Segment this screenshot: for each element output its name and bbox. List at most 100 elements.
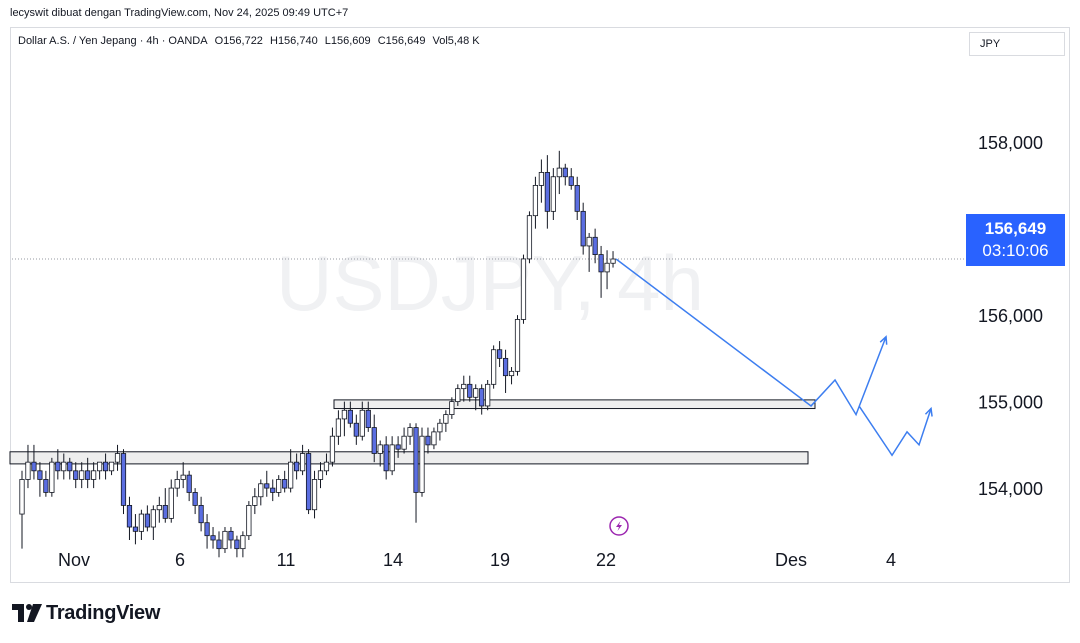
candle xyxy=(31,444,37,480)
time-tick-label: 11 xyxy=(277,550,296,570)
bar-countdown: 03:10:06 xyxy=(982,241,1049,260)
candle xyxy=(198,496,204,532)
candle xyxy=(85,457,91,489)
lightning-event-icon[interactable] xyxy=(609,516,629,536)
projection-arrows xyxy=(615,258,933,457)
candle xyxy=(156,496,162,523)
candle xyxy=(425,427,431,454)
candle xyxy=(234,535,240,558)
candle xyxy=(186,470,192,502)
candle xyxy=(180,462,186,489)
candle xyxy=(359,401,365,441)
candle xyxy=(108,461,115,476)
candle xyxy=(341,401,347,437)
projection-path-primary xyxy=(615,258,887,417)
candle xyxy=(401,427,407,454)
candle xyxy=(502,349,509,393)
candle xyxy=(55,449,61,480)
candle xyxy=(168,479,174,523)
candle xyxy=(568,168,574,190)
candle xyxy=(461,375,467,402)
open-value: O156,722 xyxy=(214,35,263,47)
currency-label[interactable]: JPY xyxy=(969,32,1065,56)
low-value: L156,609 xyxy=(324,35,371,47)
candle xyxy=(240,531,246,558)
candle xyxy=(455,384,461,406)
candle xyxy=(305,449,312,515)
candle xyxy=(377,440,383,467)
time-tick-label: 14 xyxy=(383,550,403,570)
candle xyxy=(365,401,371,432)
arrow-head xyxy=(924,406,933,417)
candle xyxy=(19,470,25,549)
candle xyxy=(37,462,43,497)
candle xyxy=(150,505,156,540)
candle xyxy=(383,436,389,480)
arrow-head xyxy=(879,335,888,345)
candle xyxy=(514,315,521,376)
candle xyxy=(210,527,216,549)
candle xyxy=(317,462,324,489)
candle xyxy=(192,488,198,515)
time-tick-label: 6 xyxy=(175,550,185,570)
candle xyxy=(371,414,377,463)
candle xyxy=(126,496,133,540)
candle xyxy=(216,531,222,558)
candle xyxy=(574,176,580,220)
symbol-name[interactable]: Dollar A.S. / Yen Jepang · 4h · OANDA xyxy=(18,35,208,47)
candle xyxy=(49,457,55,497)
candle xyxy=(222,527,228,553)
time-axis[interactable]: Nov 6 11 14 19 22 Des 4 xyxy=(58,550,896,570)
candle xyxy=(282,470,288,493)
candle xyxy=(413,423,419,523)
candle xyxy=(252,488,258,515)
candle xyxy=(270,479,276,502)
candle xyxy=(580,202,586,255)
candle xyxy=(138,509,144,540)
candle xyxy=(323,453,330,476)
high-value: H156,740 xyxy=(270,35,318,47)
candle xyxy=(276,475,282,497)
time-tick-label: Des xyxy=(775,550,807,570)
tradingview-brand[interactable]: TradingView xyxy=(12,602,160,624)
candle xyxy=(544,155,550,229)
candle xyxy=(419,427,425,497)
candle xyxy=(299,444,306,476)
tradingview-logo-icon xyxy=(12,604,42,622)
candles xyxy=(19,150,616,558)
time-tick-label: 19 xyxy=(490,550,510,570)
candle xyxy=(132,514,139,545)
symbol-legend: Dollar A.S. / Yen Jepang · 4h · OANDA O1… xyxy=(18,35,484,47)
candle xyxy=(329,427,336,467)
price-tick-label: 156,000 xyxy=(978,306,1043,326)
candle xyxy=(550,168,556,220)
candle xyxy=(347,401,353,428)
candle xyxy=(604,250,610,290)
candle xyxy=(407,423,413,445)
candle xyxy=(562,163,568,186)
candle xyxy=(598,245,604,298)
last-price-tag: 156,649 03:10:06 xyxy=(966,214,1065,266)
candle xyxy=(114,444,121,471)
brand-name: TradingView xyxy=(46,601,161,624)
candle xyxy=(431,427,437,450)
support-zone xyxy=(333,399,816,410)
candle xyxy=(473,384,479,411)
candle xyxy=(258,479,264,506)
candle xyxy=(532,176,539,229)
candle xyxy=(204,514,210,549)
price-tick-label: 154,000 xyxy=(978,479,1043,499)
candle xyxy=(467,375,473,402)
candle xyxy=(120,449,127,515)
candle xyxy=(25,444,31,489)
candle xyxy=(102,453,109,480)
candle xyxy=(353,414,359,445)
projection-path-secondary xyxy=(858,405,932,457)
time-tick-label: Nov xyxy=(58,550,90,570)
price-tick-label: 155,000 xyxy=(978,393,1043,413)
candle xyxy=(174,470,180,497)
candle xyxy=(508,367,515,385)
candle xyxy=(144,505,150,532)
